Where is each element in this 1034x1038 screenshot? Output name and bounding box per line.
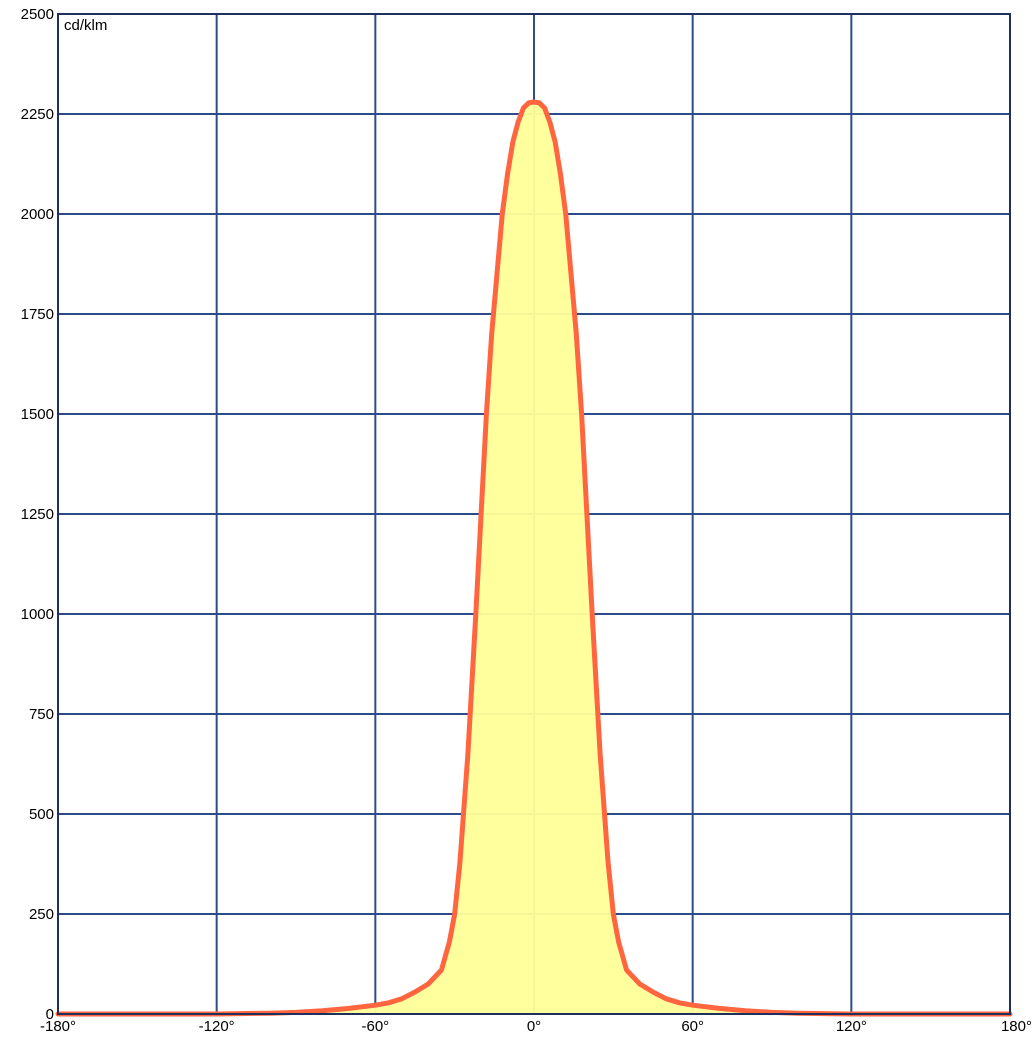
y-tick-labels: 0 250 500 750 1000 1250 1500 1750 2000 2250 2500: [21, 6, 54, 1023]
y-tick-label-5: 1250: [21, 506, 54, 523]
y-tick-label-1: 250: [29, 906, 54, 923]
y-tick-label-7: 1750: [21, 306, 54, 323]
y-tick-label-3: 750: [29, 706, 54, 723]
unit-label: cd/klm: [64, 17, 107, 34]
curve-fill: [58, 102, 1010, 1014]
x-tick-label-0: -180°: [40, 1018, 76, 1035]
curve-line: [55, 99, 1013, 1017]
x-tick-label-3: 0°: [527, 1018, 541, 1035]
x-tick-label-2: -60°: [361, 1018, 389, 1035]
curve-area: [58, 102, 1010, 1014]
y-tick-label-0: 0: [46, 1006, 54, 1023]
x-tick-label-6: 180°: [1001, 1018, 1032, 1035]
x-tick-label-4: 60°: [681, 1018, 704, 1035]
y-tick-label-9: 2250: [21, 106, 54, 123]
plot-frame: [57, 13, 1011, 1015]
y-tick-label-6: 1500: [21, 406, 54, 423]
y-tick-label-4: 1000: [21, 606, 54, 623]
y-tick-label-10: 2500: [21, 6, 54, 23]
x-tick-label-1: -120°: [199, 1018, 235, 1035]
y-tick-label-8: 2000: [21, 206, 54, 223]
y-tick-label-2: 500: [29, 806, 54, 823]
x-tick-label-5: 120°: [836, 1018, 867, 1035]
x-tick-labels: -180° -120° -60° 0° 60° 120° 180°: [40, 1018, 1032, 1035]
curve: [55, 99, 1013, 1017]
